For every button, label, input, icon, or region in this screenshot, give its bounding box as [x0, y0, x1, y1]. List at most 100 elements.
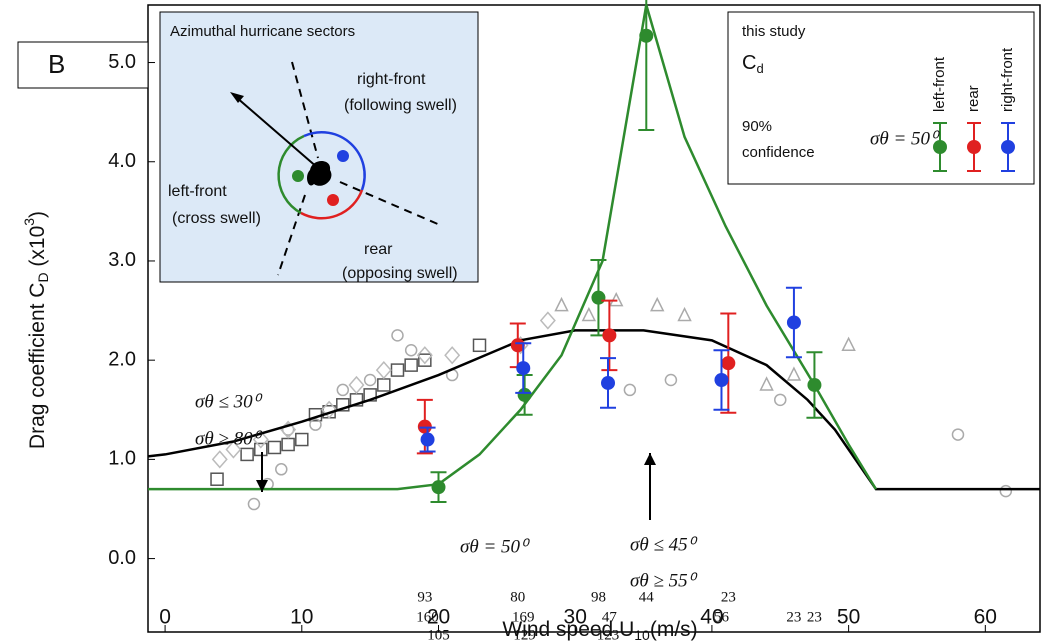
- sector-divider: [339, 181, 441, 226]
- reference-point: [472, 338, 487, 353]
- x-tick-label: 60: [974, 606, 997, 629]
- y-tick-label: 4.0: [108, 150, 136, 172]
- reference-point: [786, 366, 802, 381]
- annotation: σθ ≤ 45⁰: [630, 534, 698, 555]
- sector-dot: [327, 194, 339, 206]
- sample-count: 23: [786, 609, 801, 625]
- x-tick-label: 30: [564, 606, 587, 629]
- sample-count: 80: [510, 589, 525, 605]
- label-part: (m/s): [650, 618, 698, 641]
- sample-count: 169: [512, 609, 535, 625]
- sample-count: 129: [513, 627, 536, 643]
- legend-text: confidence: [742, 144, 815, 161]
- reference-point: [377, 378, 391, 392]
- reference-point: [664, 373, 678, 387]
- label-part: (x10: [26, 226, 49, 273]
- sector-dot: [337, 150, 349, 162]
- annotation: σθ ≥ 55⁰: [630, 570, 698, 591]
- sample-count: 23: [807, 609, 822, 625]
- y-tick-label: 2.0: [108, 348, 136, 370]
- inset-label: right-front: [357, 71, 426, 88]
- y-axis-label: Drag coefficient CD (x103): [21, 211, 51, 449]
- legend-entry: left-front: [931, 56, 948, 112]
- sample-count: 44: [639, 589, 655, 605]
- sample-count: 93: [417, 589, 432, 605]
- x-axis-label: Wind speed U10(m/s): [502, 618, 697, 643]
- reference-point: [295, 432, 309, 447]
- reference-point: [336, 383, 350, 397]
- data-point: [721, 356, 736, 371]
- label-part: D: [35, 272, 51, 282]
- data-point: [601, 375, 616, 390]
- reference-point: [609, 291, 624, 307]
- reference-point: [416, 346, 433, 365]
- x-tick-label: 20: [427, 606, 450, 629]
- reference-point: [210, 472, 224, 486]
- y-tick-label: 3.0: [108, 249, 136, 271]
- label-part: ): [26, 211, 49, 218]
- sample-count: 123: [597, 627, 620, 643]
- x-tick-label: 50: [837, 606, 860, 629]
- reference-point: [375, 360, 392, 380]
- reference-point: [759, 376, 774, 391]
- panel-box: [17, 41, 149, 89]
- x-tick-label: 10: [290, 606, 313, 629]
- reference-point: [623, 383, 637, 397]
- sector-arc: [277, 134, 305, 215]
- plot-frame: [147, 4, 1041, 633]
- y-tick-label: 5.0: [108, 51, 136, 73]
- reference-point: [391, 329, 404, 342]
- model-line: [147, 329, 1040, 491]
- legend-swatch: [1001, 140, 1015, 154]
- reference-point: [225, 440, 242, 459]
- reference-point: [404, 358, 418, 372]
- reference-point: [418, 353, 432, 367]
- data-point: [714, 373, 729, 388]
- legend-swatch: [933, 140, 947, 154]
- inset-label: (opposing swell): [342, 265, 458, 282]
- label-part: 10: [634, 627, 650, 643]
- legend-symbol-sub: d: [756, 61, 763, 76]
- data-point: [602, 328, 617, 343]
- legend: this study Cd 90% confidence left-front r…: [727, 11, 1035, 185]
- reference-point: [390, 363, 405, 377]
- data-point: [510, 338, 525, 353]
- sample-count: 47: [602, 609, 618, 625]
- legend-title: this study: [742, 23, 806, 40]
- reference-point: [650, 296, 665, 312]
- inset-label: (following swell): [344, 97, 457, 114]
- sector-arc: [303, 131, 366, 191]
- hurricane-icon: [307, 161, 332, 186]
- annotation: σθ ≤ 30⁰: [195, 391, 263, 412]
- reference-point: [240, 447, 254, 462]
- annotation-arrow-head: [644, 453, 656, 465]
- inset: Azimuthal hurricane sectors right-front …: [159, 11, 479, 283]
- reference-point: [951, 428, 965, 441]
- x-tick-label: 0: [159, 606, 171, 629]
- legend-entry: rear: [965, 85, 982, 112]
- sector-divider: [291, 61, 319, 159]
- panel-label: B: [48, 49, 65, 79]
- reference-point: [539, 311, 556, 330]
- sample-count: 56: [714, 609, 730, 625]
- reference-point: [404, 343, 418, 357]
- reference-point: [348, 375, 365, 395]
- annotation: σθ = 50⁰: [870, 128, 940, 149]
- data-point: [516, 361, 531, 376]
- reference-point: [554, 296, 569, 312]
- data-point: [807, 377, 822, 392]
- legend-entry: right-front: [999, 47, 1016, 112]
- reference-point: [267, 440, 282, 455]
- y-tick-label: 0.0: [108, 547, 136, 569]
- legend-swatch: [967, 140, 981, 154]
- label-part: Drag coefficient C: [26, 283, 49, 450]
- reference-point: [581, 306, 597, 322]
- storm-arrow: [235, 96, 319, 169]
- sample-count: 98: [591, 589, 606, 605]
- reference-point: [841, 336, 856, 352]
- reference-point: [774, 393, 787, 407]
- sector-arc: [300, 189, 364, 220]
- inset-box: [159, 11, 479, 283]
